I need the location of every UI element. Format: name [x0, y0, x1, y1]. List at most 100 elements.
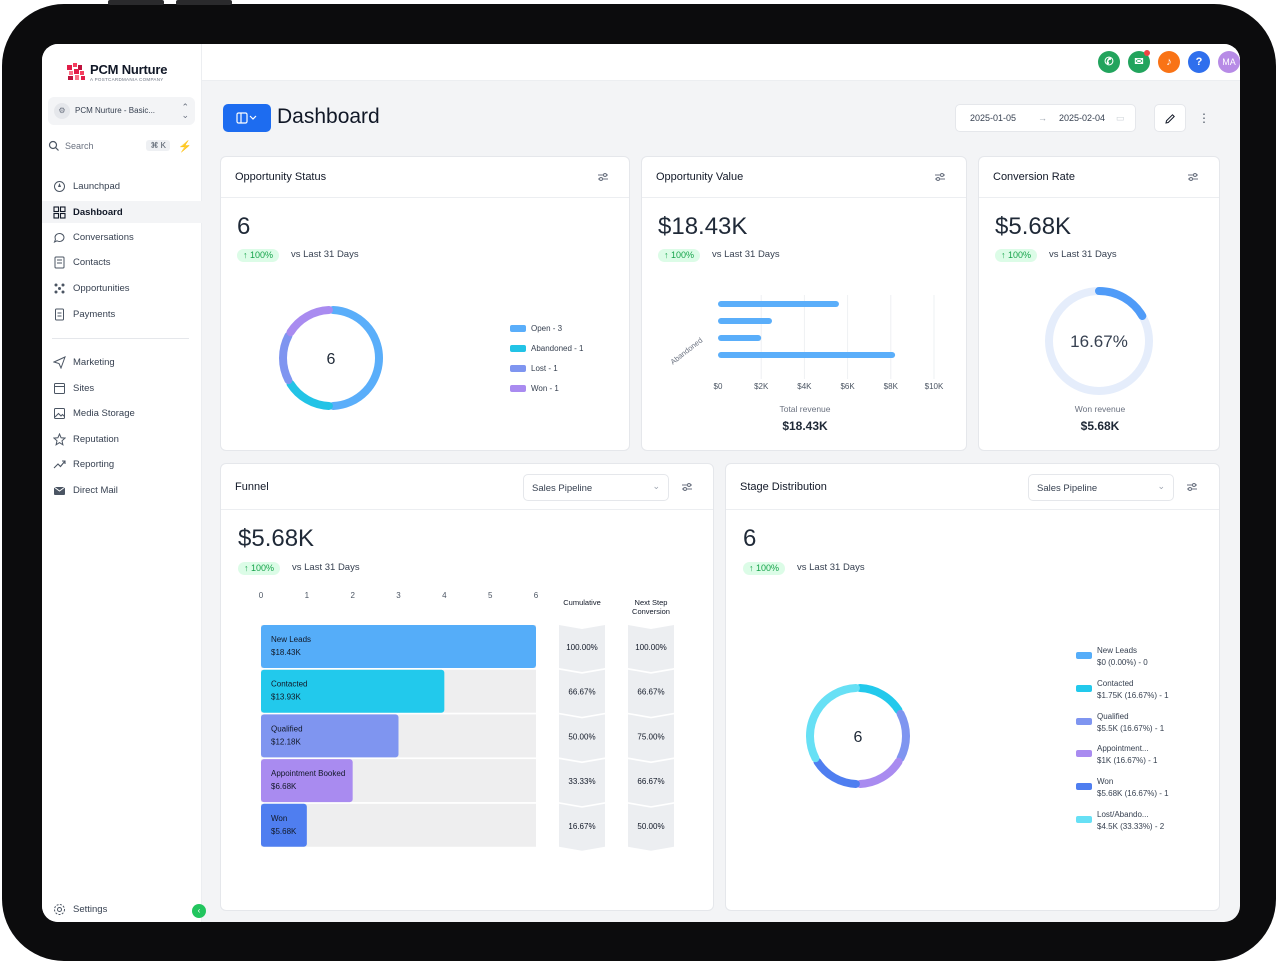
card-title: Opportunity Value: [656, 171, 744, 183]
donut-slice[interactable]: [896, 709, 910, 763]
sidebar-item-opportunities[interactable]: Opportunities: [42, 277, 202, 299]
card-header: Opportunity Status: [221, 157, 629, 198]
chevron-cell: [559, 625, 605, 672]
sidebar-item-direct-mail[interactable]: Direct Mail: [42, 479, 202, 501]
donut-slice[interactable]: [856, 684, 903, 715]
funnel-bar[interactable]: [261, 714, 399, 758]
pipeline-select[interactable]: Sales Pipeline ⌄: [1028, 474, 1174, 501]
sidebar-item-reputation[interactable]: Reputation: [42, 428, 202, 450]
donut-center-value: 6: [854, 729, 863, 746]
x-tick-label: 4: [442, 591, 447, 600]
sidebar-item-payments[interactable]: Payments: [42, 303, 202, 325]
value-bar[interactable]: [718, 352, 896, 358]
dashboard-switcher-button[interactable]: [223, 104, 271, 132]
funnel-bar[interactable]: [261, 803, 307, 847]
filter-icon[interactable]: [681, 481, 693, 493]
sidebar-item-marketing[interactable]: Marketing: [42, 351, 202, 373]
sidebar-item-conversations[interactable]: Conversations: [42, 226, 202, 248]
funnel-bar[interactable]: [261, 625, 536, 668]
search-shortcut: ⌘ K: [146, 140, 170, 151]
chevron-cell: [559, 803, 605, 851]
legend-label: Lost - 1: [531, 364, 558, 373]
donut-slice[interactable]: [286, 379, 333, 410]
chevron-cell: [628, 625, 674, 672]
avatar[interactable]: MA: [1218, 51, 1240, 73]
legend-detail: $1K (16.67%) - 1: [1097, 756, 1158, 766]
filter-icon[interactable]: [1186, 481, 1198, 493]
megaphone-icon[interactable]: ✉: [1128, 51, 1150, 73]
sidebar-item-label: Media Storage: [73, 408, 135, 419]
legend-item[interactable]: Qualified $5.5K (16.67%) - 1: [1076, 712, 1206, 736]
sidebar-item-settings[interactable]: Settings: [42, 898, 202, 920]
value-bar[interactable]: [718, 301, 839, 307]
sidebar-item-sites[interactable]: Sites: [42, 377, 202, 399]
search-button[interactable]: Search ⌘ K: [48, 139, 170, 155]
pipeline-select[interactable]: Sales Pipeline ⌄: [523, 474, 669, 501]
legend-item[interactable]: Won - 1: [510, 384, 620, 394]
donut-slice[interactable]: [806, 684, 860, 763]
sidebar-item-launchpad[interactable]: Launchpad: [42, 175, 202, 197]
donut-slice[interactable]: [813, 757, 860, 788]
donut-slice[interactable]: [329, 306, 383, 410]
legend-swatch: [510, 365, 526, 372]
sidebar-item-reporting[interactable]: Reporting: [42, 453, 202, 475]
donut-slice[interactable]: [856, 757, 903, 788]
legend-detail: $5.68K (16.67%) - 1: [1097, 789, 1169, 799]
donut-slice[interactable]: [286, 306, 333, 337]
grid-icon: [53, 206, 66, 219]
sidebar-item-media-storage[interactable]: Media Storage: [42, 402, 202, 424]
legend-item[interactable]: Open - 3: [510, 324, 620, 334]
x-tick-label: 0: [259, 591, 264, 600]
funnel-bar[interactable]: [261, 669, 445, 713]
next-value: 75.00%: [637, 732, 664, 741]
cumulative-value: 33.33%: [568, 777, 595, 786]
sidebar: PCM Nurture A POSTCARDMANIA COMPANY ⚙ PC…: [42, 44, 206, 922]
help-icon[interactable]: ?: [1188, 51, 1210, 73]
bell-icon[interactable]: ♪: [1158, 51, 1180, 73]
x-tick-label: $4K: [797, 382, 812, 391]
legend-item[interactable]: Lost/Abando... $4.5K (33.33%) - 2: [1076, 810, 1206, 834]
value-bar[interactable]: [718, 318, 772, 324]
more-options-icon[interactable]: ⋮: [1198, 111, 1210, 125]
legend-detail: $5.5K (16.67%) - 1: [1097, 723, 1165, 733]
account-switcher[interactable]: ⚙ PCM Nurture - Basic... ⌃ ⌄: [48, 97, 195, 125]
legend-label: Appointment...: [1097, 744, 1149, 754]
legend-detail: $1.75K (16.67%) - 1: [1097, 690, 1169, 700]
filter-icon[interactable]: [597, 171, 609, 183]
sidebar-item-dashboard[interactable]: Dashboard: [42, 201, 202, 223]
phone-icon[interactable]: ✆: [1098, 51, 1120, 73]
x-tick-label: $2K: [754, 382, 769, 391]
gauge-label: 16.67%: [1070, 332, 1128, 351]
legend-item[interactable]: Abandoned - 1: [510, 344, 620, 354]
date-range-picker[interactable]: 2025-01-05 → 2025-02-04 ▭: [955, 104, 1136, 132]
funnel-bar[interactable]: [261, 759, 353, 803]
delta-badge: ↑ 100%: [237, 249, 280, 262]
legend-item[interactable]: Appointment... $1K (16.67%) - 1: [1076, 744, 1206, 768]
delta-badge: ↑ 100%: [995, 249, 1038, 262]
edit-dashboard-button[interactable]: [1154, 104, 1186, 132]
sidebar-item-label: Sites: [73, 383, 95, 394]
legend-item[interactable]: Contacted $1.75K (16.67%) - 1: [1076, 679, 1206, 703]
value-bar[interactable]: [718, 335, 762, 341]
filter-icon[interactable]: [934, 171, 946, 183]
legend-item[interactable]: Won $5.68K (16.67%) - 1: [1076, 777, 1206, 801]
brand-logo[interactable]: PCM Nurture A POSTCARDMANIA COMPANY: [66, 60, 186, 86]
comparison-label: vs Last 31 Days: [1049, 249, 1117, 260]
x-tick-label: 2: [350, 591, 355, 600]
opportunities-icon: [54, 283, 65, 294]
filter-icon[interactable]: [1187, 171, 1199, 183]
donut-center-value: 6: [327, 351, 336, 368]
legend-item[interactable]: Lost - 1: [510, 364, 620, 374]
footer-label: Total revenue: [779, 404, 831, 414]
comparison-label: vs Last 31 Days: [712, 249, 780, 260]
donut-slice[interactable]: [279, 331, 293, 385]
quick-actions-bolt-icon[interactable]: ⚡: [178, 141, 192, 153]
sidebar-item-contacts[interactable]: Contacts: [42, 251, 202, 273]
cumulative-value: 66.67%: [568, 688, 595, 697]
arrow-right-icon: →: [1038, 113, 1047, 123]
y-category-label: Abandoned: [669, 336, 705, 367]
legend-swatch: [1076, 750, 1092, 758]
collapse-sidebar-icon[interactable]: ‹: [192, 904, 206, 918]
legend-item[interactable]: New Leads $0 (0.00%) - 0: [1076, 646, 1206, 670]
